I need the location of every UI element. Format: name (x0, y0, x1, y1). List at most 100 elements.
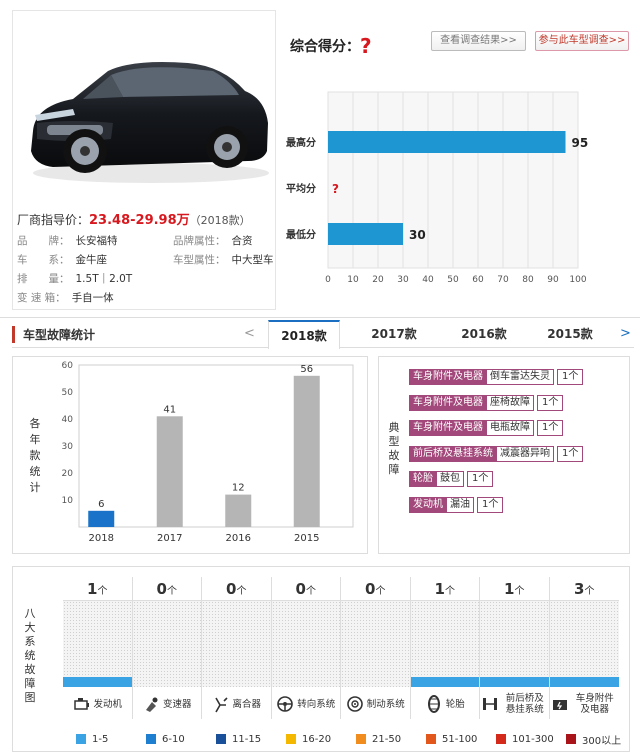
system-count: 1个 (411, 577, 480, 601)
fault-item[interactable]: 车身附件及电器 电瓶故障 1个 (409, 420, 563, 436)
tab-prev-arrow[interactable]: < (244, 326, 255, 341)
value-label: ? (332, 182, 339, 196)
count-number: 0 (226, 580, 236, 598)
price-row: 厂商指导价：23.48-29.98万（2018款） (17, 209, 251, 228)
x-tick-label: 100 (569, 275, 586, 285)
brake-disc-icon (346, 695, 364, 713)
legend-label: 300以上 (582, 732, 621, 747)
legend-swatch (566, 734, 576, 744)
spec-class: 车型属性： 中大型车 (173, 252, 274, 267)
system-column[interactable]: 0个 变速器 (133, 577, 203, 719)
system-name: 制动系统 (367, 699, 405, 710)
system-bar-area (411, 601, 480, 687)
value-label: 95 (572, 136, 589, 150)
system-count: 0个 (133, 577, 202, 601)
body-electric-icon (551, 695, 569, 713)
fault-item[interactable]: 车身附件及电器 倒车雷达失灵 1个 (409, 369, 583, 385)
legend-item: 16-20 (286, 730, 331, 748)
label-char: 大 (23, 621, 37, 635)
car-photo (13, 11, 275, 201)
y-tick-label: 20 (62, 469, 74, 479)
legend-label: 21-50 (372, 734, 401, 745)
system-bar-area (63, 601, 132, 687)
label-char: 图 (23, 691, 37, 705)
tab-2017[interactable]: 2017款 (358, 320, 430, 348)
system-column[interactable]: 1个 前后桥及悬挂系统 (480, 577, 550, 719)
fault-item[interactable]: 车身附件及电器 座椅故障 1个 (409, 395, 563, 411)
price-label: 厂商指导价： (17, 213, 89, 227)
typical-faults-panel: 典型故障 车身附件及电器 倒车雷达失灵 1个 车身附件及电器 座椅故障 1个 车身附件及电器… (378, 356, 630, 554)
legend-label: 51-100 (442, 734, 477, 745)
tab-2016[interactable]: 2016款 (448, 320, 520, 348)
model-year: （2018款） (190, 214, 251, 227)
system-level-fill (63, 677, 132, 687)
car-summary-section: 厂商指导价：23.48-29.98万（2018款） 品 牌： 长安福特 品牌属性：… (0, 0, 640, 318)
label-char: 典 (387, 421, 401, 435)
system-level-fill (411, 677, 480, 687)
system-column[interactable]: 0个 离合器 (202, 577, 272, 719)
y-axis-label-char: 年 (30, 432, 41, 446)
x-tick-label: 20 (372, 275, 384, 285)
fault-count: 1个 (477, 497, 503, 513)
spec-brand-type: 品牌属性： 合资 (173, 233, 253, 248)
score-bar (328, 131, 566, 153)
label-char: 统 (23, 649, 37, 663)
count-unit: 个 (236, 586, 246, 597)
fault-item[interactable]: 发动机 漏油 1个 (409, 497, 503, 513)
y-axis-label-char: 统 (30, 465, 41, 478)
count-number: 0 (365, 580, 375, 598)
system-count: 1个 (480, 577, 549, 601)
count-unit: 个 (445, 586, 455, 597)
system-bar-area (202, 601, 271, 687)
fault-category: 轮胎 (409, 471, 437, 487)
legend-swatch (286, 734, 296, 744)
x-tick-label: 80 (522, 275, 534, 285)
y-axis-label-char: 款 (30, 448, 41, 462)
legend-item: 300以上 (566, 730, 621, 748)
system-name: 转向系统 (297, 699, 335, 710)
y-tick-label: 40 (62, 415, 74, 425)
fault-item[interactable]: 前后桥及悬挂系统 减震器异响 1个 (409, 446, 583, 462)
system-column[interactable]: 1个 轮胎 (411, 577, 481, 719)
system-column[interactable]: 0个转向系统 (272, 577, 342, 719)
fault-item[interactable]: 轮胎 鼓包 1个 (409, 471, 493, 487)
system-column[interactable]: 0个 制动系统 (341, 577, 411, 719)
y-axis-label-char: 计 (30, 481, 41, 494)
system-count: 3个 (550, 577, 620, 601)
year-bar (157, 416, 183, 527)
spec-displacement: 排 量： 1.5T｜2.0T (17, 271, 132, 286)
count-number: 1 (87, 580, 97, 598)
view-survey-results-button[interactable]: 查看调查结果>> (431, 31, 526, 51)
year-bar (294, 376, 320, 527)
count-number: 3 (574, 580, 584, 598)
legend-label: 11-15 (232, 734, 261, 745)
fault-count: 1个 (537, 395, 563, 411)
system-bar-area (341, 601, 410, 687)
fault-stats-title: 车型故障统计 (12, 326, 95, 343)
system-column[interactable]: 1个 发动机 (63, 577, 133, 719)
legend-label: 16-20 (302, 734, 331, 745)
fault-category: 车身附件及电器 (409, 420, 487, 436)
join-survey-button[interactable]: 参与此车型调查>> (535, 31, 629, 51)
value-label: 56 (300, 364, 313, 375)
label-char: 系 (23, 635, 37, 649)
legend-item: 6-10 (146, 730, 185, 748)
x-tick-label: 10 (347, 275, 359, 285)
label-char: 障 (387, 463, 401, 477)
system-name: 车身附件及电器 (572, 693, 618, 715)
tab-2018[interactable]: 2018款 (268, 320, 340, 349)
legend-item: 51-100 (426, 730, 477, 748)
tab-2015[interactable]: 2015款 (534, 320, 606, 348)
tab-next-arrow[interactable]: > (620, 326, 631, 341)
overall-score-title: 综合得分：? (290, 34, 372, 58)
fault-issue: 减震器异响 (497, 446, 554, 462)
count-number: 0 (157, 580, 167, 598)
count-unit: 个 (514, 586, 524, 597)
label-char: 障 (23, 677, 37, 691)
count-unit: 个 (584, 586, 594, 597)
value-label: 30 (409, 228, 426, 242)
systems-grid: 1个 发动机 0个 变速器 0个 离合器 0个 转向系统 0个 制动系统 1个 轮胎 1个 前后桥及悬挂系… (63, 577, 619, 719)
system-count: 1个 (63, 577, 132, 601)
system-column[interactable]: 3个车身附件及电器 (550, 577, 620, 719)
system-count: 0个 (272, 577, 341, 601)
